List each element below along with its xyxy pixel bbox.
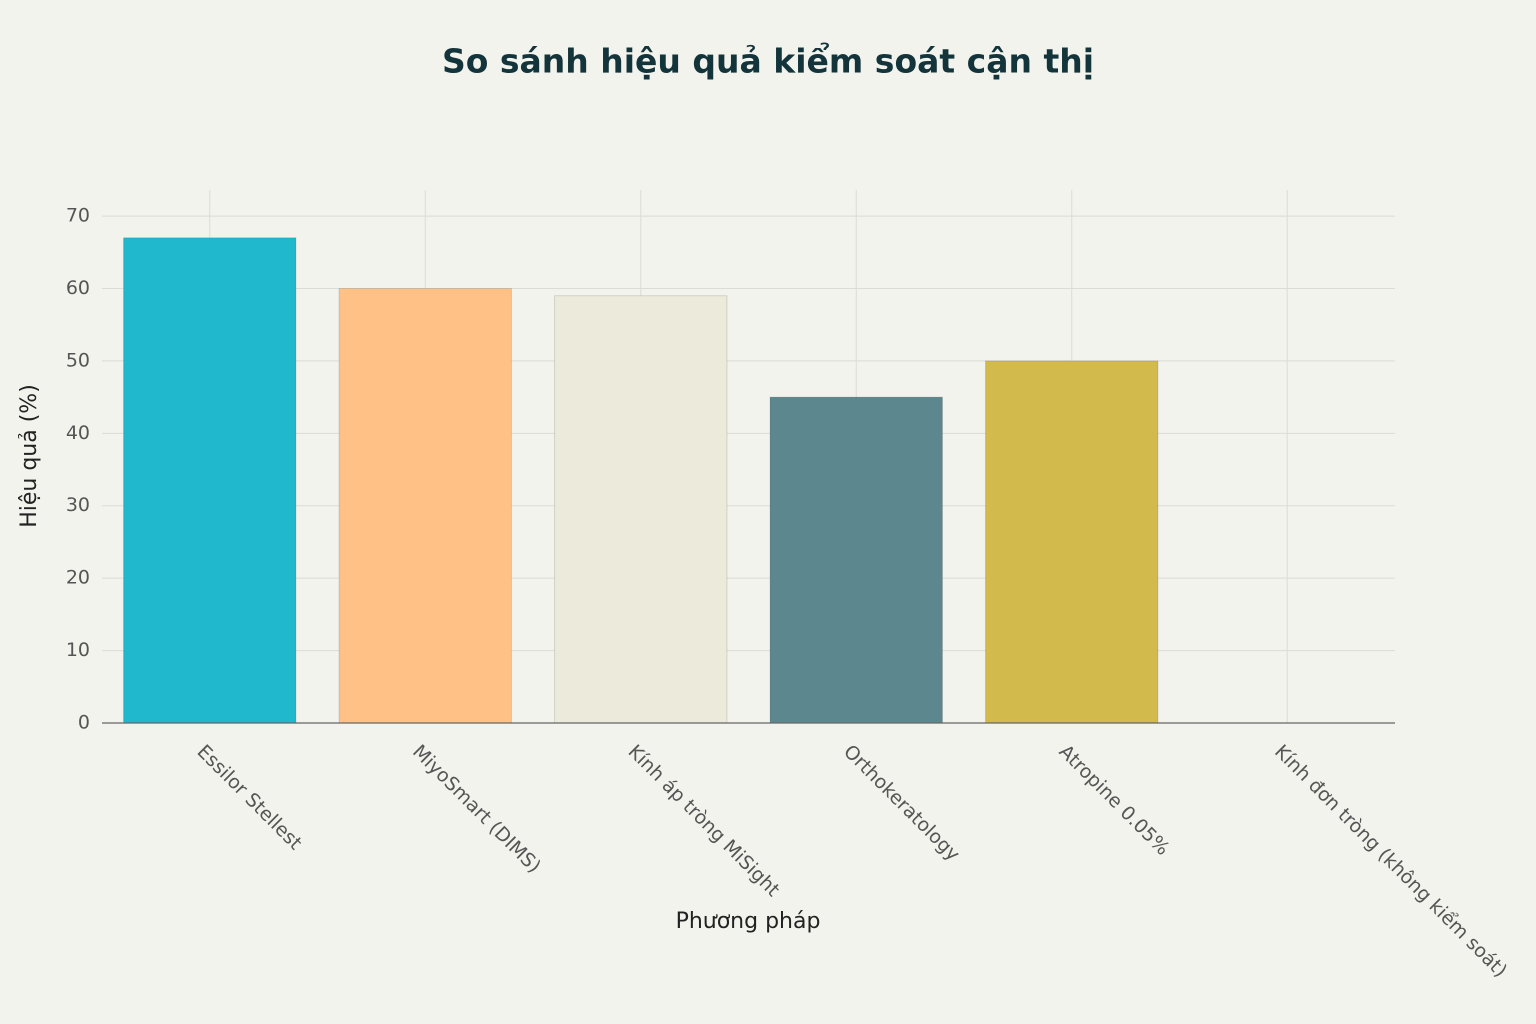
- x-axis-label: Phương pháp: [676, 909, 821, 934]
- y-tick-label: 0: [78, 712, 90, 734]
- y-tick-label: 40: [66, 422, 90, 444]
- chart-title: So sánh hiệu quả kiểm soát cận thị: [442, 41, 1094, 81]
- y-tick-label: 30: [66, 494, 90, 516]
- y-tick-label: 10: [66, 639, 90, 661]
- y-tick-label: 70: [66, 205, 90, 227]
- bar: [338, 287, 512, 724]
- y-tick-label: 50: [66, 349, 90, 371]
- y-tick-label: 20: [66, 567, 90, 589]
- bar: [123, 237, 297, 724]
- bar: [769, 396, 943, 724]
- bar: [554, 295, 728, 724]
- y-axis-label: Hiệu quả (%): [17, 384, 42, 528]
- bar: [985, 360, 1159, 724]
- y-tick-label: 60: [66, 277, 90, 299]
